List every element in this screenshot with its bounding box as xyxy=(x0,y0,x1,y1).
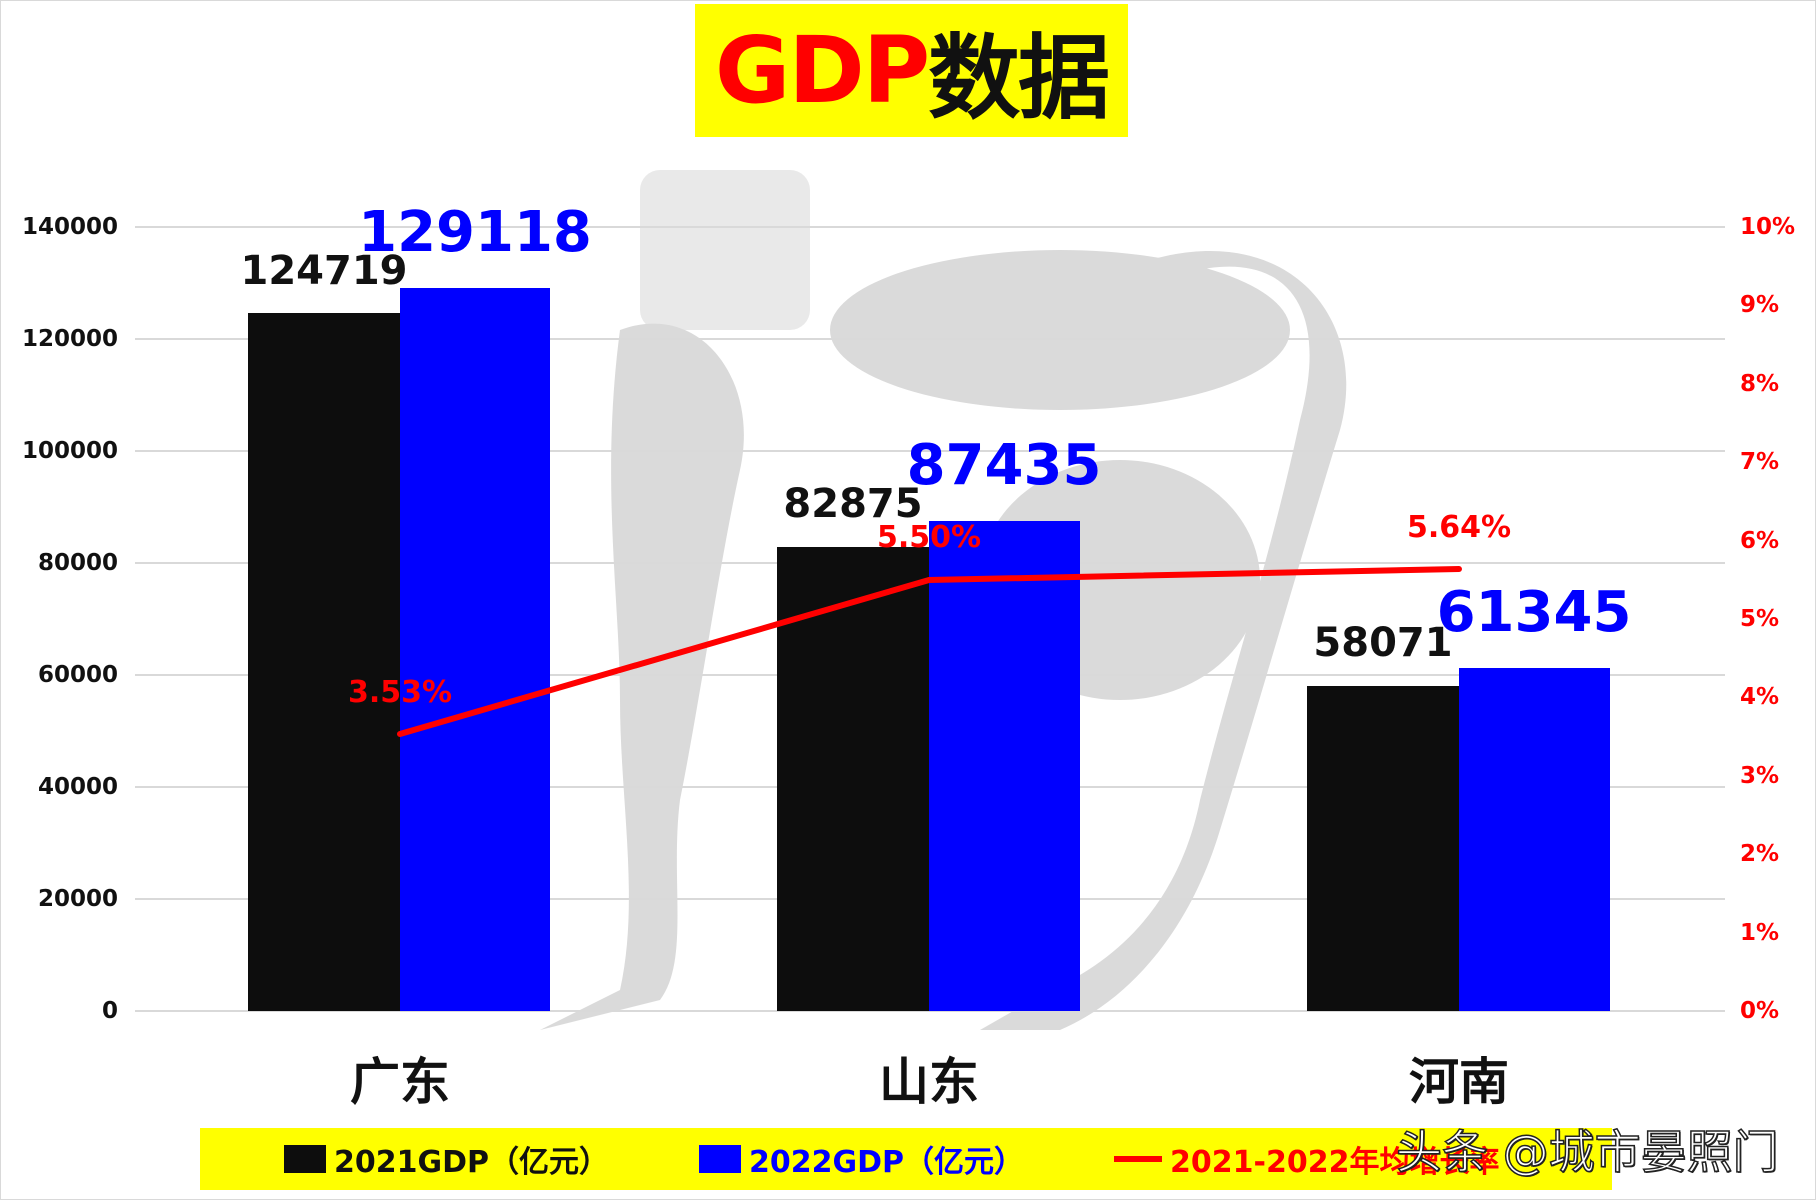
bar-2022-shandong[interactable] xyxy=(929,521,1080,1011)
growth-label-henan: 5.64% xyxy=(1406,510,1512,545)
value-label-2022-shandong: 87435 xyxy=(906,433,1102,498)
chart-title-gdp: GDP xyxy=(714,17,930,124)
y-axis-left-tick: 100000 xyxy=(21,438,118,464)
source-watermark: 头条 @城市晏照门 xyxy=(1395,1124,1779,1180)
chart-title-data: 数据 xyxy=(928,25,1110,132)
legend-item-2022[interactable]: 2022GDP（亿元） xyxy=(699,1137,1024,1181)
x-category-shandong: 山东 xyxy=(879,1053,979,1111)
y-axis-left-tick: 140000 xyxy=(21,214,118,240)
x-category-henan: 河南 xyxy=(1409,1053,1509,1111)
y-axis-left-tick: 80000 xyxy=(37,550,118,576)
growth-label-guangdong: 3.53% xyxy=(347,675,453,710)
legend: 2021GDP（亿元） 2022GDP（亿元） 2021-2022年均增长率 xyxy=(200,1128,1612,1190)
bar-2022-henan[interactable] xyxy=(1459,668,1610,1011)
y-axis-left-tick: 60000 xyxy=(37,662,118,688)
y-axis-left-tick: 40000 xyxy=(37,774,118,800)
legend-item-2021[interactable]: 2021GDP（亿元） xyxy=(284,1137,609,1181)
y-axis-left-tick: 20000 xyxy=(37,886,118,912)
y-axis-left-tick: 120000 xyxy=(21,326,118,352)
gridline-0 xyxy=(135,1010,1725,1012)
y-axis-right-tick: 9% xyxy=(1740,292,1780,318)
gridline-120000 xyxy=(135,338,1725,340)
y-axis-right-tick: 6% xyxy=(1740,528,1780,554)
bar-2022-guangdong[interactable] xyxy=(400,288,550,1011)
y-axis-right-tick: 1% xyxy=(1740,920,1780,946)
value-label-2021-henan: 58071 xyxy=(1313,620,1453,666)
chart-title: GDP 数据 xyxy=(695,4,1128,137)
gridline-100000 xyxy=(135,450,1725,452)
legend-swatch-2021-icon xyxy=(284,1145,326,1173)
bar-2021-henan[interactable] xyxy=(1307,686,1459,1011)
legend-label-2021: 2021GDP（亿元） xyxy=(334,1145,610,1180)
y-axis-right-tick: 0% xyxy=(1740,998,1780,1024)
legend-label-growth: 2021-2022年均增长率 xyxy=(1170,1145,1500,1180)
y-axis-right-tick: 3% xyxy=(1740,763,1780,789)
y-axis-right-tick: 5% xyxy=(1740,606,1780,632)
bar-2021-guangdong[interactable] xyxy=(248,313,400,1011)
y-axis-right-tick: 2% xyxy=(1740,841,1780,867)
legend-label-2022: 2022GDP（亿元） xyxy=(749,1145,1025,1180)
y-axis-left-tick: 0 xyxy=(101,998,118,1024)
gridline-140000 xyxy=(135,226,1725,228)
x-category-guangdong: 广东 xyxy=(350,1053,450,1111)
value-label-2022-henan: 61345 xyxy=(1436,580,1632,645)
y-axis-right-tick: 10% xyxy=(1740,214,1796,240)
value-label-2021-guangdong: 124719 xyxy=(240,248,408,294)
y-axis-right-tick: 4% xyxy=(1740,684,1780,710)
bar-2021-shandong[interactable] xyxy=(777,547,929,1011)
y-axis-right-tick: 8% xyxy=(1740,371,1780,397)
legend-line-growth-icon xyxy=(1114,1156,1163,1162)
legend-swatch-2022-icon xyxy=(699,1145,742,1173)
legend-item-growth[interactable]: 2021-2022年均增长率 xyxy=(1114,1137,1499,1181)
growth-label-shandong: 5.50% xyxy=(876,520,982,555)
value-label-2021-shandong: 82875 xyxy=(783,481,923,527)
y-axis-right-tick: 7% xyxy=(1740,449,1780,475)
value-label-2022-guangdong: 129118 xyxy=(358,200,592,265)
